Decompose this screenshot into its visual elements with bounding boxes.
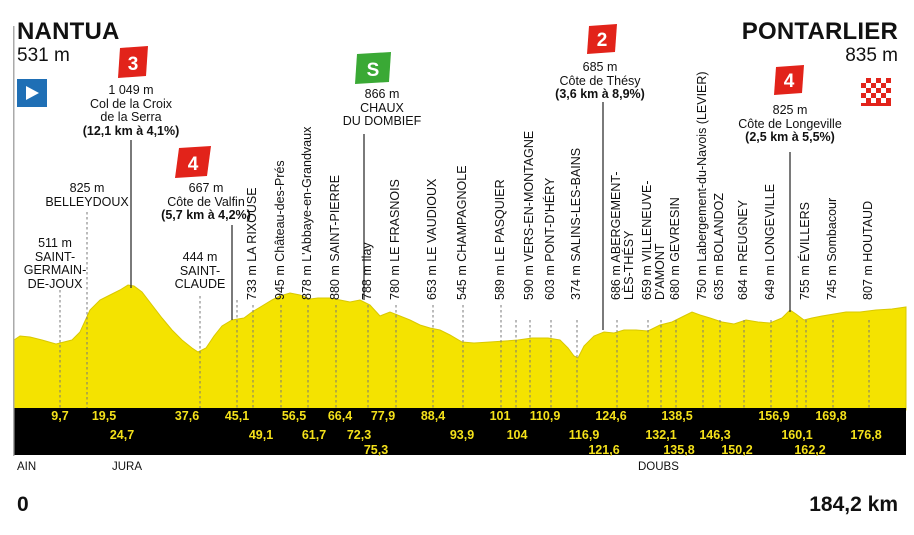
elevation-area [13,284,907,411]
km-label: 72,3 [346,428,372,442]
region-jura: JURA [112,461,143,473]
km-label: 176,8 [850,428,882,442]
vertical-place-label: 780 m LE FRASNOIS [388,179,402,300]
vertical-place-label: 545 m CHAMPAGNOLE [455,165,469,300]
vertical-place-label: 589 m LE PASQUIER [493,179,507,300]
vertical-place-label: 750 m Labergement-du-Navois (LEVIER) [695,71,709,300]
climb-markers [130,102,791,330]
km-label: 156,9 [758,409,790,423]
svg-text:2: 2 [597,30,608,51]
km-label: 37,6 [174,409,200,423]
km-label: 9,7 [51,409,69,423]
finish-flag-icon [861,78,891,106]
climb-badge-cat3: 3 [116,46,150,83]
climb-badge-cat4-longeville: 4 [772,65,806,100]
distance-end: 184,2 km [809,493,898,516]
distance-start: 0 [17,493,29,516]
sprint-label: 866 m CHAUX DU DOMBIEF [342,87,422,128]
vertical-place-label: 755 m ÉVILLERS [798,202,812,300]
place-saint-germain-de-joux: 511 m SAINT- GERMAIN- DE-JOUX [23,236,87,291]
km-label: 88,4 [420,409,446,423]
km-label: 160,1 [781,428,813,442]
place-belleydoux: 825 m BELLEYDOUX [45,181,129,209]
region-ain: AIN [17,461,37,473]
region-doubs: DOUBS [638,461,679,473]
start-flag-icon [17,79,47,107]
km-label: 138,5 [661,409,693,423]
start-name: NANTUA [17,18,120,45]
vertical-place-label: 603 m PONT-D'HÉRY [543,177,557,300]
km-label: 116,9 [568,428,600,442]
start-altitude: 531 m [17,45,70,66]
vertical-place-label: 807 m HOUTAUD [861,200,875,300]
km-band [14,408,906,455]
km-label: 124,6 [595,409,627,423]
km-label: 132,1 [645,428,677,442]
km-label: 162,2 [794,443,826,457]
climb-badge-cat4-valfin: 4 [173,146,213,183]
vertical-place-label: 659 m VILLENEUVE- D'AMONT [640,180,667,301]
vertical-place-label: 684 m REUGNEY [736,199,750,300]
vertical-place-label: 635 m BOLANDOZ [712,193,726,300]
climb-label-croix-de-la-serra: 1 049 m Col de la Croix de la Serra (12,… [82,83,180,138]
vertical-place-label: 686 m ABERGEMENT- LÈS-THÉSY [609,171,636,300]
vertical-place-label: 788 m Ilay [360,242,374,300]
km-label: 66,4 [327,409,353,423]
sprint-badge-icon: S [353,52,393,89]
km-label: 110,9 [529,409,561,423]
km-label: 135,8 [663,443,695,457]
svg-text:3: 3 [128,54,139,75]
km-label: 169,8 [815,409,847,423]
dashed-markers [59,212,870,408]
vertical-place-label: 745 m Sombacour [825,197,839,300]
vertical-place-label: 880 m SAINT-PIERRE [328,174,342,300]
finish-name: PONTARLIER [741,18,898,45]
km-label: 56,5 [281,409,307,423]
finish-altitude: 835 m [845,45,898,66]
km-label: 101 [489,409,511,423]
km-label: 150,2 [721,443,753,457]
climb-label-valfin: 667 m Côte de Valfin (5,7 km à 4,2%) [161,181,251,222]
km-label: 61,7 [301,428,327,442]
km-label: 146,3 [699,428,731,442]
vertical-place-label: 653 m LE VAUDIOUX [425,178,439,300]
km-label: 77,9 [370,409,396,423]
svg-text:4: 4 [784,71,795,92]
km-label: 104 [506,428,528,442]
km-label: 49,1 [248,428,274,442]
svg-text:4: 4 [188,154,199,175]
vertical-place-label: 374 m SALINS-LES-BAINS [569,147,583,300]
vertical-place-label: 649 m LONGEVILLE [763,183,777,300]
km-label: 24,7 [109,428,135,442]
climb-label-longeville: 825 m Côte de Longeville (2,5 km à 5,5%) [738,103,842,144]
km-label: 19,5 [91,409,117,423]
km-label: 93,9 [449,428,475,442]
km-label: 45,1 [224,409,250,423]
vertical-place-label: 680 m GEVRESIN [668,197,682,300]
svg-text:S: S [367,60,380,81]
left-axis [13,26,15,456]
km-label: 121,6 [588,443,620,457]
place-saint-claude: 444 m SAINT- CLAUDE [174,250,226,291]
vertical-place-label: 945 m Château-des-Prés [273,160,287,300]
vertical-place-label: 878 m L'Abbaye-en-Grandvaux [300,126,314,300]
climb-badge-cat2: 2 [585,24,619,59]
vertical-place-label: 733 m LA RIXOUSE [245,187,259,300]
km-label: 75,3 [363,443,389,457]
vertical-place-label: 590 m VERS-EN-MONTAGNE [522,130,536,300]
climb-label-thesy: 685 m Côte de Thésy (3,6 km à 8,9%) [555,60,645,101]
